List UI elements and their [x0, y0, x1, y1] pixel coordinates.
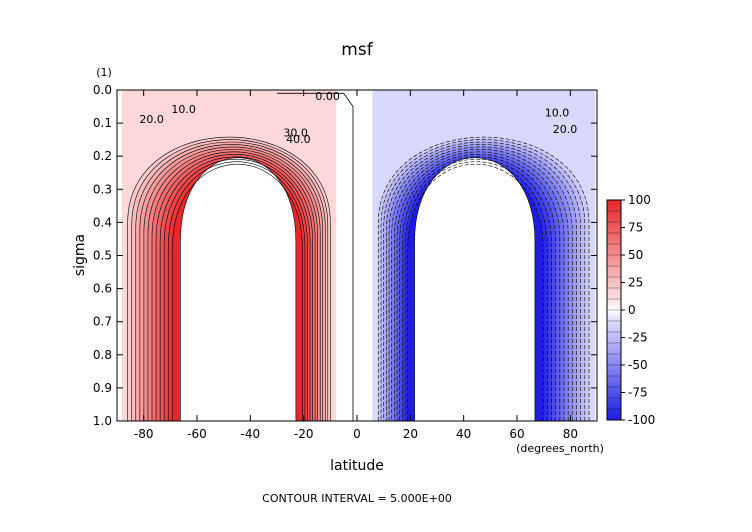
chart-title: msf — [341, 40, 373, 60]
y-axis-label: sigma — [72, 234, 88, 276]
colorbar-tick-label: -75 — [628, 386, 648, 400]
northern-hemisphere-cell — [121, 90, 337, 421]
southern-hemisphere-cell — [372, 90, 595, 421]
southern-hemisphere-cell-contour-line — [399, 156, 557, 421]
y-tick-label: 0.1 — [93, 116, 112, 130]
colorbar-tick-label: -100 — [628, 413, 655, 427]
northern-hemisphere-cell-contour-line — [159, 156, 311, 421]
southern-hemisphere-cell-contour-line — [402, 158, 552, 421]
contour-label: 30.0 — [283, 126, 308, 139]
y-tick-label: 0.3 — [93, 182, 112, 196]
contour-interval-footer: CONTOUR INTERVAL = 5.000E+00 — [262, 492, 452, 505]
x-tick-label: -40 — [241, 427, 261, 441]
zero-contour — [277, 92, 354, 421]
northern-hemisphere-cell-contour-line — [163, 158, 308, 421]
zero-contour-line — [277, 92, 354, 421]
northern-hemisphere-cell-contour-line — [167, 161, 306, 421]
contour-label: 10.0 — [171, 103, 196, 116]
southern-hemisphere-cell-contour-line — [386, 144, 577, 421]
x-units-label: (degrees_north) — [516, 442, 604, 455]
contour-label: 10.0 — [545, 107, 570, 120]
x-tick-label: 0 — [353, 427, 361, 441]
southern-hemisphere-cell-interior — [414, 157, 536, 421]
x-tick-label: 80 — [563, 427, 578, 441]
y-tick-label: 0.0 — [93, 83, 112, 97]
plot-area — [117, 90, 597, 421]
y-tick-label: 1.0 — [93, 414, 112, 428]
colorbar-tick-label: 100 — [628, 193, 651, 207]
y-tick-label: 0.9 — [93, 381, 112, 395]
southern-hemisphere-cell-contour-line — [396, 154, 561, 421]
southern-hemisphere-cell-contour-line — [407, 163, 544, 421]
southern-hemisphere-cell-contours — [378, 136, 590, 421]
y-tick-label: 0.8 — [93, 348, 112, 362]
northern-hemisphere-cell-contour-line — [155, 154, 313, 421]
y-tick-label: 0.5 — [93, 249, 112, 263]
x-tick-label: -20 — [294, 427, 314, 441]
colorbar-tick-label: 75 — [628, 221, 643, 235]
contour-label: 20.0 — [553, 123, 578, 136]
colorbar-tick-label: -25 — [628, 331, 648, 345]
northern-hemisphere-cell-interior — [180, 157, 297, 421]
x-tick-label: 40 — [456, 427, 471, 441]
y-tick-label: 0.2 — [93, 149, 112, 163]
contour-label: 0.00 — [315, 90, 340, 103]
colorbar-tick-label: 50 — [628, 248, 643, 262]
y-tick-label: 0.7 — [93, 315, 112, 329]
colorbar-tick-label: -50 — [628, 358, 648, 372]
y-tick-label: 0.4 — [93, 215, 112, 229]
southern-hemisphere-cell-contour-line — [380, 139, 586, 421]
y-tick-label: 0.6 — [93, 282, 112, 296]
southern-hemisphere-cell-contour-line — [388, 146, 573, 421]
x-tick-label: 60 — [509, 427, 524, 441]
southern-hemisphere-cell-contour-line — [394, 151, 565, 421]
southern-hemisphere-cell-contour-line — [378, 136, 590, 421]
southern-hemisphere-cell-contour-line — [383, 141, 581, 421]
colorbar-tick-label: 25 — [628, 276, 643, 290]
contour-label: 40.0 — [286, 133, 311, 146]
northern-hemisphere-cell-contour-line — [151, 151, 316, 421]
contour-label: 20.0 — [139, 113, 164, 126]
southern-hemisphere-cell-contour-line — [391, 149, 569, 421]
x-tick-label: 20 — [403, 427, 418, 441]
colorbar-tick-label: 0 — [628, 303, 636, 317]
northern-hemisphere-cell-contour-line — [171, 164, 303, 421]
y-units-label: (1) — [96, 66, 112, 79]
colorbar: 100 75 50 25 0 -25 -50 -75 -100 — [606, 193, 655, 427]
x-axis-label: latitude — [330, 458, 384, 474]
southern-hemisphere-cell-contour-line — [404, 161, 548, 421]
x-tick-label: -60 — [187, 427, 207, 441]
x-tick-label: -80 — [134, 427, 154, 441]
